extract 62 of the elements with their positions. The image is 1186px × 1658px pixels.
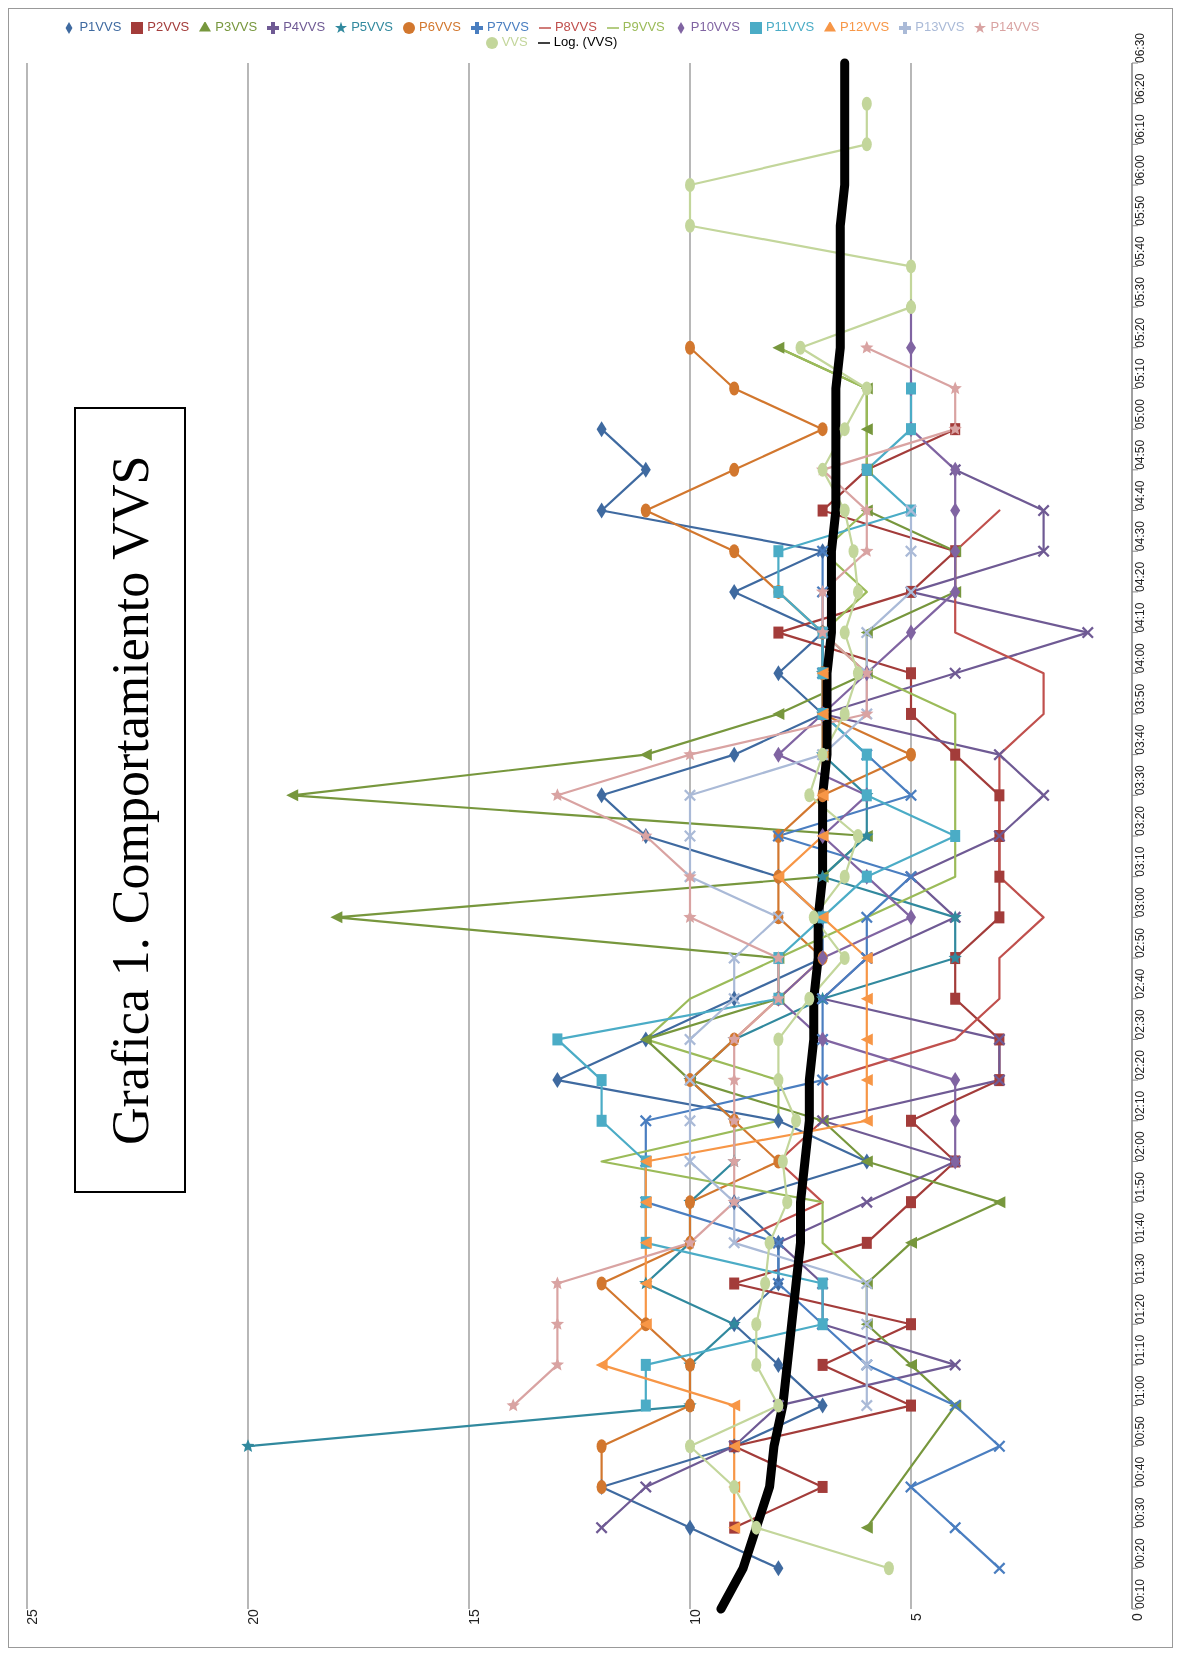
y-tick-label: 01:50	[1133, 1171, 1148, 1203]
y-tick-label: 06:10	[1133, 114, 1148, 145]
y-tick-label: 02:10	[1133, 1090, 1148, 1121]
x-tick-label: 0	[1128, 1612, 1145, 1621]
legend-label: P1VVS	[79, 19, 122, 34]
y-tick-label: 00:20	[1133, 1537, 1148, 1569]
legend-label: P6VVS	[419, 19, 461, 34]
x-tick-label: 10	[686, 1609, 703, 1625]
y-tick-label: 05:00	[1133, 398, 1148, 430]
legend-label: P11VVS	[765, 19, 815, 34]
x-tick-label: 15	[465, 1609, 482, 1625]
y-tick-label: 05:20	[1133, 317, 1148, 348]
y-tick-label: 05:10	[1133, 358, 1148, 389]
y-tick-label: 03:20	[1133, 805, 1148, 836]
y-tick-label: 03:10	[1133, 846, 1148, 877]
y-tick-label: 04:40	[1133, 480, 1148, 511]
legend-label: P2VVS	[147, 19, 190, 34]
y-tick-label: 05:50	[1133, 195, 1148, 226]
y-tick-label: 03:30	[1133, 764, 1148, 796]
legend-label: P4VVS	[283, 19, 326, 34]
x-tick-label: 25	[23, 1609, 40, 1625]
legend-label: P5VVS	[351, 19, 394, 34]
legend-label: P8VVS	[554, 19, 597, 34]
y-tick-label: 03:00	[1133, 887, 1148, 918]
y-tick-label: 05:30	[1133, 276, 1148, 308]
x-tick-label: 20	[244, 1609, 261, 1625]
y-tick-label: 04:30	[1133, 520, 1148, 552]
y-tick-label: 02:20	[1133, 1049, 1148, 1081]
x-tick-label: 5	[907, 1612, 924, 1621]
y-tick-label: 05:40	[1133, 236, 1148, 267]
y-tick-label: 06:30	[1133, 32, 1148, 63]
y-tick-label: 06:20	[1133, 73, 1148, 104]
y-tick-label: 02:00	[1133, 1131, 1148, 1162]
y-tick-label: 02:30	[1133, 1009, 1148, 1040]
y-tick-label: 01:40	[1133, 1212, 1148, 1243]
y-tick-label: 06:00	[1133, 154, 1148, 186]
y-tick-label: 04:10	[1133, 602, 1148, 633]
legend-label: P10VVS	[690, 19, 740, 34]
y-tick-label: 02:40	[1133, 968, 1148, 999]
y-tick-label: 00:40	[1133, 1456, 1148, 1487]
legend-label: P13VVS	[915, 19, 965, 34]
y-tick-label: 02:50	[1133, 927, 1148, 959]
y-tick-label: 04:50	[1133, 439, 1148, 470]
y-tick-label: 00:30	[1133, 1497, 1148, 1528]
y-tick-label: 04:00	[1133, 642, 1148, 674]
y-tick-label: 01:20	[1133, 1293, 1148, 1325]
y-tick-label: 04:20	[1133, 561, 1148, 592]
legend-label: P9VVS	[622, 19, 665, 34]
y-tick-label: 03:40	[1133, 724, 1148, 755]
y-tick-label: 01:10	[1133, 1334, 1148, 1365]
legend-label: P12VVS	[840, 19, 890, 34]
legend-label: P7VVS	[486, 19, 529, 34]
y-tick-label: 00:50	[1133, 1415, 1148, 1447]
y-tick-label: 01:00	[1133, 1375, 1148, 1406]
y-tick-label: 03:50	[1133, 683, 1148, 714]
legend-label: VVS	[501, 34, 528, 49]
legend-label: P3VVS	[215, 19, 258, 34]
text: Grafica 1. Comportamiento VVS	[74, 407, 186, 1193]
y-tick-label: 00:10	[1133, 1578, 1148, 1609]
legend-label: Log. (VVS)	[553, 34, 618, 49]
y-tick-label: 01:30	[1133, 1253, 1148, 1284]
legend-label: P14VVS	[990, 19, 1040, 34]
